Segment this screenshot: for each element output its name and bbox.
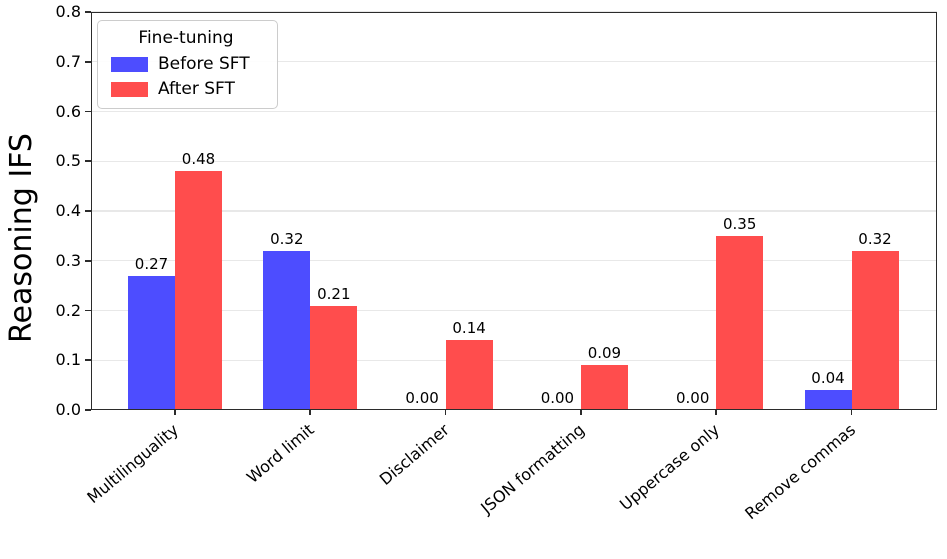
y-tick-mark-0.4	[85, 210, 91, 212]
legend-swatch-before-sft	[111, 57, 148, 72]
legend-label-before-sft: Before SFT	[158, 54, 250, 74]
x-axis-label-remove-commas: Remove commas	[740, 420, 859, 524]
legend-title: Fine-tuning	[138, 28, 234, 48]
x-axis-label-multilinguality: Multilinguality	[83, 420, 183, 508]
x-tick-mark-json-formatting	[580, 410, 582, 415]
bar-after-sft-word-limit	[310, 305, 358, 410]
gridline-0.1	[91, 359, 937, 361]
bar-value-label-before-sft-remove-commas: 0.04	[811, 369, 845, 388]
y-tick-label-0.1: 0.1	[55, 350, 81, 370]
y-tick-mark-0.5	[85, 160, 91, 163]
x-axis-label-json-formatting: JSON formatting	[477, 420, 589, 518]
bar-before-sft-multilinguality	[128, 275, 175, 410]
y-tick-mark-0.0	[85, 409, 91, 411]
legend-entry-before-sft: Before SFT	[111, 55, 261, 74]
bar-value-label-after-sft-word-limit: 0.21	[317, 284, 351, 303]
legend-entry-after-sft: After SFT	[111, 80, 261, 99]
y-tick-label-0.2: 0.2	[55, 300, 81, 320]
bar-value-label-after-sft-uppercase-only: 0.35	[722, 214, 757, 233]
bar-after-sft-uppercase-only	[716, 235, 764, 410]
y-tick-label-0.4: 0.4	[55, 201, 81, 220]
gridline-0.3	[91, 260, 937, 262]
gridline-0.5	[91, 160, 937, 162]
bar-value-label-after-sft-disclaimer: 0.14	[452, 319, 486, 338]
bar-after-sft-json-formatting	[580, 365, 628, 410]
y-tick-mark-0.8	[85, 11, 91, 13]
y-tick-mark-0.1	[85, 359, 91, 362]
y-tick-mark-0.2	[85, 309, 91, 312]
bar-value-label-before-sft-multilinguality: 0.27	[134, 254, 169, 273]
x-tick-mark-remove-commas	[850, 410, 853, 415]
bar-value-label-before-sft-disclaimer: 0.00	[405, 389, 439, 407]
gridline-0.4	[91, 210, 937, 212]
gridline-0.6	[91, 110, 937, 113]
y-tick-label-0.0: 0.0	[55, 400, 81, 419]
x-axis-label-word-limit: Word limit	[242, 420, 318, 487]
bar-before-sft-remove-commas	[804, 390, 852, 410]
legend: Fine-tuning Before SFT After SFT	[97, 20, 278, 109]
plot-area: 0.27 0.32 0.00 0.00 0.00 0.04 0.48 0.21 0.14 0.09…	[91, 11, 937, 410]
bar-value-label-before-sft-word-limit: 0.32	[270, 229, 304, 248]
y-tick-label-0.6: 0.6	[55, 101, 81, 121]
gridline-0.8	[91, 11, 937, 13]
bar-value-label-before-sft-json-formatting: 0.00	[540, 389, 575, 407]
x-axis-label-disclaimer: Disclaimer	[375, 420, 453, 489]
bar-after-sft-remove-commas	[851, 250, 899, 410]
bar-before-sft-word-limit	[263, 250, 311, 410]
bar-value-label-after-sft-json-formatting: 0.09	[587, 344, 622, 363]
bar-value-label-after-sft-remove-commas: 0.32	[858, 229, 892, 248]
bar-value-label-after-sft-multilinguality: 0.48	[181, 150, 216, 169]
bar-value-label-before-sft-uppercase-only: 0.00	[675, 389, 710, 407]
y-tick-label-0.5: 0.5	[55, 151, 81, 171]
x-axis-label-uppercase-only: Uppercase only	[616, 420, 724, 515]
y-tick-label-0.7: 0.7	[55, 51, 81, 71]
bar-after-sft-multilinguality	[175, 171, 222, 410]
y-tick-label-0.3: 0.3	[55, 250, 81, 270]
y-tick-mark-0.3	[85, 259, 91, 262]
bar-after-sft-disclaimer	[445, 340, 493, 410]
gridline-0.2	[91, 309, 937, 312]
legend-label-after-sft: After SFT	[158, 79, 235, 99]
x-tick-mark-disclaimer	[444, 410, 447, 415]
y-tick-mark-0.6	[85, 110, 91, 113]
legend-swatch-after-sft	[111, 82, 148, 97]
gridline-0.7	[91, 61, 937, 63]
x-tick-mark-word-limit	[309, 410, 312, 415]
y-tick-label-0.8: 0.8	[55, 2, 81, 21]
x-tick-mark-uppercase-only	[715, 410, 718, 415]
y-tick-mark-0.7	[85, 60, 91, 63]
x-tick-mark-multilinguality	[174, 410, 176, 415]
